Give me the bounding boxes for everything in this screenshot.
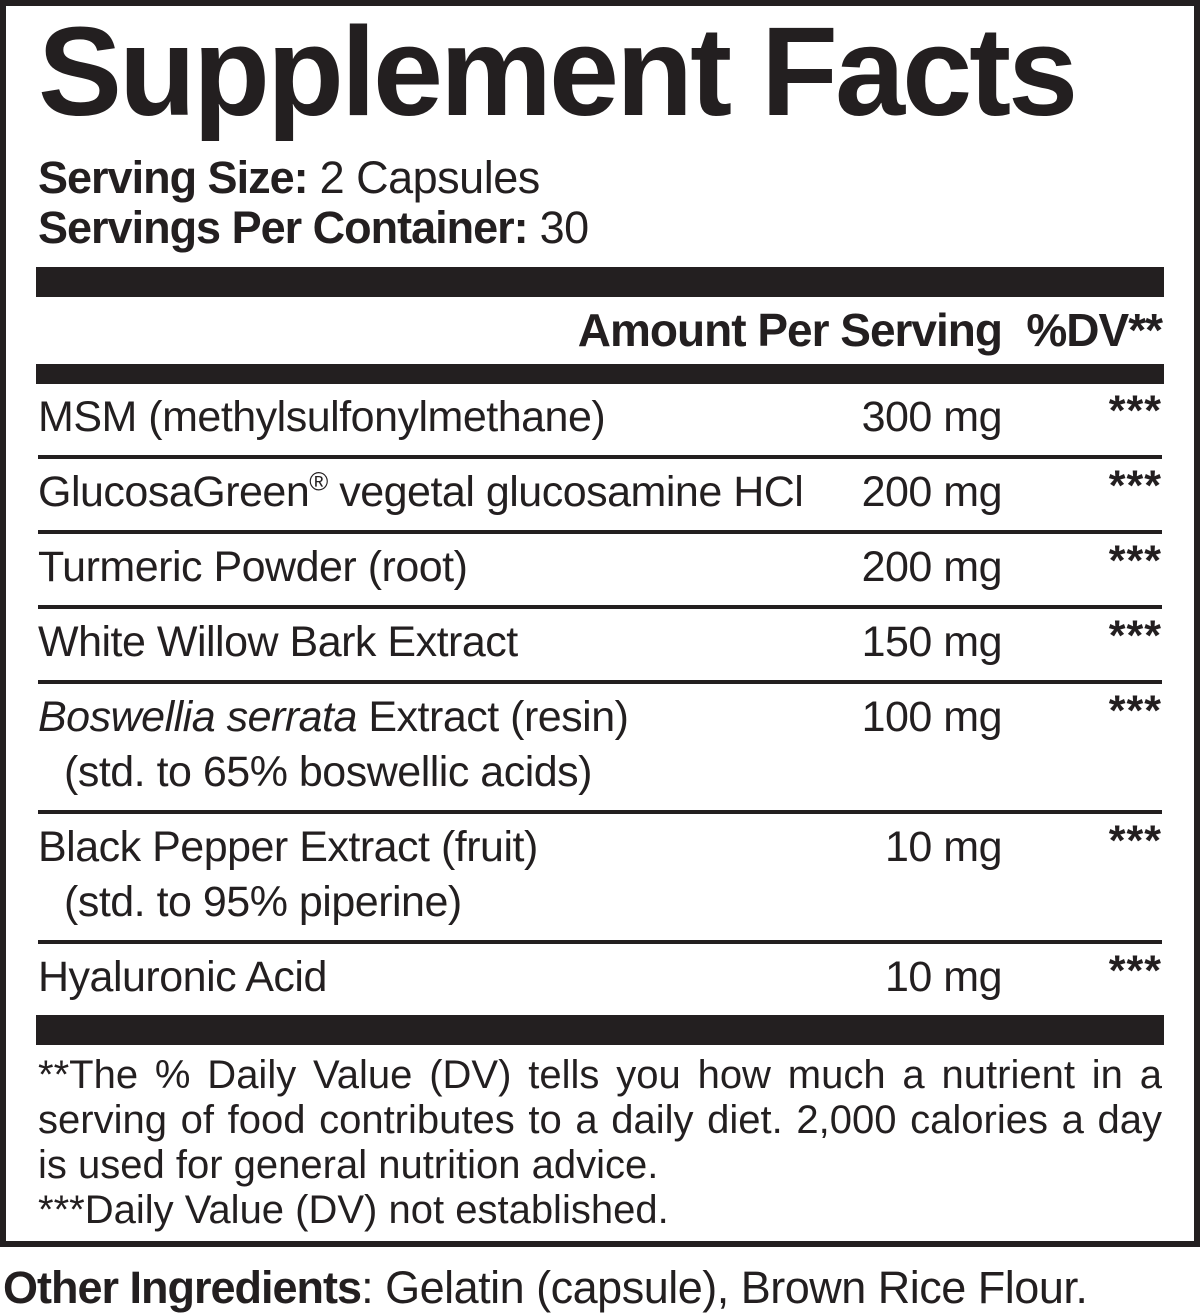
ingredient-dv: *** [1108,386,1162,435]
ingredient-standardization: (std. to 65% boswellic acids) [64,747,593,796]
amount-per-serving-header: Amount Per Serving [577,304,1003,357]
ingredient-name-main: Boswellia serrata Extract (resin) [38,692,817,743]
ingredient-name-rest: Extract (resin) [356,692,629,741]
serving-size-value: 2 Capsules [307,151,541,203]
ingredient-row-hyaluronic: Hyaluronic Acid 10 mg *** [38,944,1162,1015]
ingredient-row-glucosagreen: GlucosaGreen® vegetal glucosamine HCl 20… [38,459,1162,534]
ingredient-dv: *** [1108,611,1162,660]
footnote-block: **The % Daily Value (DV) tells you how m… [38,1045,1162,1233]
serving-size-label: Serving Size: [38,151,309,203]
ingredient-amount: 150 mg [861,617,1003,666]
supplement-facts-panel: Supplement Facts Serving Size: 2 Capsule… [0,0,1200,1247]
ingredient-standardization: (std. to 95% piperine) [64,877,462,926]
other-ingredients-line: Other Ingredients: Gelatin (capsule), Br… [0,1263,1200,1313]
other-ingredients-label: Other Ingredients [3,1262,362,1313]
ingredient-dv: *** [1108,461,1162,510]
ingredient-name: White Willow Bark Extract [38,617,518,666]
servings-per-container-line: Servings Per Container: 30 [38,201,1162,253]
panel-title: Supplement Facts [38,1,1078,142]
ingredient-row-black-pepper: Black Pepper Extract (fruit) (std. to 95… [38,814,1162,944]
other-ingredients-value: : Gelatin (capsule), Brown Rice Flour. [361,1262,1088,1313]
ingredient-name: Hyaluronic Acid [38,952,327,1001]
ingredient-amount: 300 mg [861,392,1003,441]
ingredient-name-rest: vegetal glucosamine HCl [327,467,804,516]
ingredient-amount: 200 mg [861,542,1003,591]
serving-info: Serving Size: 2 Capsules Servings Per Co… [38,151,1162,253]
ingredient-row-boswellia: Boswellia serrata Extract (resin) (std. … [38,684,1162,814]
ingredient-name: GlucosaGreen® vegetal glucosamine HCl [38,467,817,518]
ingredient-amount: 200 mg [861,467,1003,516]
registered-trademark-symbol: ® [309,468,328,497]
table-header-row: Amount Per Serving %DV** [38,297,1163,364]
ingredient-name: Boswellia serrata Extract (resin) (std. … [38,692,817,798]
percent-dv-header: %DV** [1026,304,1163,357]
ingredient-latin-name: Boswellia serrata [38,692,357,741]
ingredient-amount: 10 mg [884,952,1003,1001]
ingredient-amount: 10 mg [884,822,1003,871]
ingredient-dv: *** [1108,536,1162,585]
ingredient-amount: 100 mg [861,692,1003,741]
ingredient-row-msm: MSM (methylsulfonylmethane) 300 mg *** [38,384,1162,459]
divider-bar-bottom [36,1014,1164,1045]
ingredient-dv: *** [1108,816,1162,865]
divider-bar-header [36,363,1164,384]
ingredient-name: Black Pepper Extract (fruit) (std. to 95… [38,822,817,928]
ingredient-row-white-willow: White Willow Bark Extract 150 mg *** [38,609,1162,684]
brand-name: GlucosaGreen [38,467,310,516]
dv-not-established-footnote: ***Daily Value (DV) not established. [38,1187,669,1232]
serving-size-line: Serving Size: 2 Capsules [38,151,1162,203]
ingredient-dv: *** [1108,686,1162,735]
servings-per-container-label: Servings Per Container: [38,201,529,253]
ingredient-name: Turmeric Powder (root) [38,542,468,591]
ingredient-name-main: Black Pepper Extract (fruit) [38,822,538,871]
divider-bar-top [36,266,1164,297]
ingredient-row-turmeric: Turmeric Powder (root) 200 mg *** [38,534,1162,609]
servings-per-container-value: 30 [527,201,590,253]
daily-value-footnote: **The % Daily Value (DV) tells you how m… [38,1052,1162,1187]
ingredient-dv: *** [1108,946,1162,995]
ingredient-name: MSM (methylsulfonylmethane) [38,392,606,441]
